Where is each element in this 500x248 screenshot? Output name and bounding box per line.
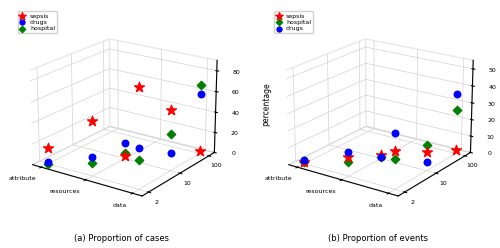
Legend: sepsis, drugs, hospital: sepsis, drugs, hospital [18, 11, 57, 33]
Legend: sepsis, hospital, drugs: sepsis, hospital, drugs [274, 11, 313, 33]
Title: (b) Proportion of events: (b) Proportion of events [328, 234, 428, 243]
Title: (a) Proportion of cases: (a) Proportion of cases [74, 234, 170, 243]
